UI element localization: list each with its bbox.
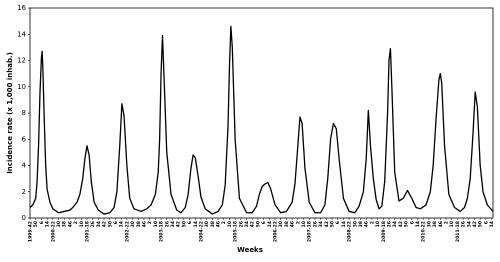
x-tick-label: 50 [181, 221, 187, 227]
x-tick-label: 14 [415, 221, 421, 227]
x-tick-label: 10 [227, 221, 233, 227]
x-tick-label: 46 [290, 221, 296, 227]
x-tick-label: 2 [295, 221, 301, 224]
x-axis-label: Weeks [237, 246, 263, 254]
y-tick-label: 14 [17, 30, 26, 38]
x-tick-label: 2003-18 [159, 221, 165, 242]
x-tick-label: 14 [45, 221, 51, 227]
y-tick-label: 4 [22, 162, 27, 170]
y-axis-label: Incidence rate (x 1,000 inhab.) [6, 52, 14, 174]
x-tick-label: 1999-42 [28, 221, 34, 242]
x-tick-label: 26 [461, 221, 467, 227]
x-tick-label: 14 [193, 221, 199, 227]
x-tick-label: 14 [267, 221, 273, 227]
x-tick-label: 30 [204, 221, 210, 227]
x-tick-label: 2006-22 [273, 221, 279, 242]
x-tick-label: 50 [33, 221, 39, 227]
x-tick-label: 50 [478, 221, 484, 227]
x-tick-label: 2000-22 [50, 221, 56, 242]
x-tick-label: 30 [352, 221, 358, 227]
x-tick-label: 42 [398, 221, 404, 227]
x-tick-label: 42 [250, 221, 256, 227]
x-tick-label: 6 [187, 221, 193, 224]
x-tick-label: 38 [284, 221, 290, 227]
plot-frame [29, 7, 494, 219]
x-tick-label: 2 [443, 221, 449, 224]
y-tick-label: 12 [17, 57, 26, 65]
x-tick-label: 34 [96, 221, 102, 227]
x-tick-label: 30 [426, 221, 432, 227]
x-tick-label: 50 [107, 221, 113, 227]
x-tick-label: 2 [369, 221, 375, 224]
x-tick-label: 2007-18 [307, 221, 313, 242]
x-tick-label: 34 [244, 221, 250, 227]
x-tick-label: 6 [113, 221, 119, 224]
x-tick-label: 26 [90, 221, 96, 227]
x-tick-label: 14 [119, 221, 125, 227]
y-tick-label: 0 [22, 214, 26, 222]
x-tick-label: 10 [449, 221, 455, 227]
x-tick-label: 38 [432, 221, 438, 227]
x-tick-label: 10 [153, 221, 159, 227]
x-tick-label: 2005-18 [233, 221, 239, 242]
x-tick-label: 26 [312, 221, 318, 227]
x-tick-label: 26 [238, 221, 244, 227]
x-tick-label: 2002-22 [124, 221, 130, 242]
x-tick-label: 2004-22 [198, 221, 204, 242]
y-tick-label: 2 [22, 188, 26, 196]
x-tick-label: 2 [73, 221, 79, 224]
x-tick-label: 42 [324, 221, 330, 227]
x-tick-label: 50 [330, 221, 336, 227]
x-tick-label: 30 [56, 221, 62, 227]
x-tick-label: 42 [472, 221, 478, 227]
x-tick-label: 42 [102, 221, 108, 227]
x-tick-label: 42 [176, 221, 182, 227]
y-tick-label: 10 [17, 83, 26, 91]
x-tick-label: 2 [147, 221, 153, 224]
y-tick-label: 8 [22, 109, 26, 117]
x-tick-label: 46 [141, 221, 147, 227]
x-tick-label: 14 [341, 221, 347, 227]
data-line [29, 25, 494, 215]
x-tick-label: 6 [261, 221, 267, 224]
x-tick-label: 2010-22 [421, 221, 427, 242]
x-tick-label: 46 [364, 221, 370, 227]
y-tick-label: 6 [22, 135, 27, 143]
x-tick-label: 38 [358, 221, 364, 227]
x-tick-label: 46 [438, 221, 444, 227]
x-tick-label: 2001-18 [84, 221, 90, 242]
x-tick-label: 38 [62, 221, 68, 227]
x-tick-label: 2008-22 [347, 221, 353, 242]
x-tick-label: 6 [335, 221, 341, 224]
x-tick-label: 6 [409, 221, 415, 224]
x-tick-label: 6 [483, 221, 489, 224]
x-tick-label: 26 [387, 221, 393, 227]
x-tick-label: 14 [489, 221, 495, 227]
x-tick-label: 30 [130, 221, 136, 227]
x-tick-label: 26 [164, 221, 170, 227]
x-tick-label: 2011-18 [455, 221, 461, 242]
x-tick-label: 38 [136, 221, 142, 227]
x-tick-label: 2009-18 [381, 221, 387, 242]
x-tick-label: 6 [39, 221, 45, 224]
x-tick-label: 10 [79, 221, 85, 227]
x-tick-label: 10 [375, 221, 381, 227]
x-tick-label: 34 [170, 221, 176, 227]
x-tick-label: 34 [466, 221, 472, 227]
x-tick-label: 30 [278, 221, 284, 227]
x-tick-label: 34 [318, 221, 324, 227]
x-tick-label: 38 [210, 221, 216, 227]
x-tick-label: 46 [216, 221, 222, 227]
x-tick-label: 50 [255, 221, 261, 227]
x-tick-label: 10 [301, 221, 307, 227]
x-tick-label: 34 [392, 221, 398, 227]
y-tick-label: 16 [17, 4, 26, 12]
x-tick-label: 50 [404, 221, 410, 227]
x-tick-label: 46 [67, 221, 73, 227]
x-tick-label: 2 [221, 221, 227, 224]
